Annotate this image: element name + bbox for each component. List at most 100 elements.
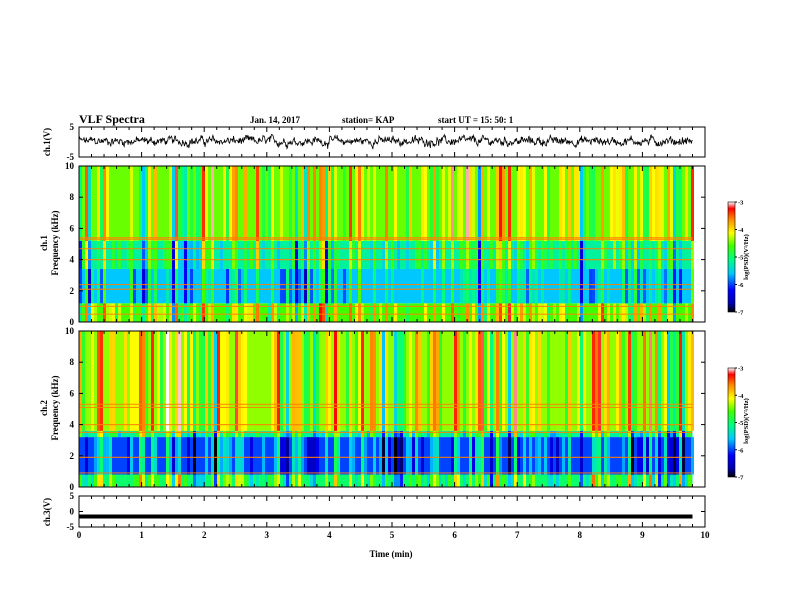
ch2-spec-cell	[643, 474, 646, 487]
ch2-spec-cell	[337, 437, 340, 475]
ch1-spec-ylabel: Frequency (kHz)	[50, 210, 60, 275]
ch2-spec-cell	[190, 331, 193, 431]
ch1-spec-cell	[175, 303, 178, 322]
ch2-spec-cell	[475, 437, 478, 475]
ch2-spec-cell	[229, 474, 232, 487]
ch2-spec-cell	[223, 474, 226, 487]
ch2-spec-cell	[313, 331, 316, 431]
ch1-spec-cell	[187, 240, 190, 269]
ch1-spec-cell	[88, 303, 91, 322]
ch2-spec-cell	[82, 474, 85, 487]
ch2-spec-cell	[418, 331, 421, 431]
ch1-spec-cell	[79, 303, 82, 322]
ch2-spec-cell	[214, 474, 217, 487]
ch1-spec-cell	[532, 303, 535, 322]
ch2-spec-cell	[508, 474, 511, 487]
ch2-spec-cell	[472, 437, 475, 475]
ch1-spec-cell	[100, 166, 103, 241]
ch1-spec-cell	[592, 268, 595, 304]
ch2-spec-cell	[166, 474, 169, 487]
ch1-spec-cell	[523, 303, 526, 322]
ch1-spec-cell	[529, 166, 532, 241]
ch2-spec-cell	[514, 430, 517, 438]
ch2-spec-cell	[595, 331, 598, 431]
ch2-spec-cell	[256, 474, 259, 487]
ch1-spec-cell	[517, 166, 520, 241]
ch2-spec-cell	[229, 437, 232, 475]
ch1-spec-cell	[370, 240, 373, 269]
ch2-spec-cell	[409, 437, 412, 475]
ch2-spec-cell	[187, 430, 190, 438]
ch2-spec-cell	[325, 331, 328, 431]
x-axis-label: Time (min)	[369, 549, 412, 559]
ch2-spec-cell	[169, 331, 172, 431]
ch1-spec-cell	[517, 240, 520, 269]
ch1-spec-cell	[229, 268, 232, 304]
ch2-spec-cell	[274, 474, 277, 487]
ch2-spec-cell	[286, 331, 289, 431]
ch2-spec-cell	[619, 474, 622, 487]
ch1-spec-cell	[178, 240, 181, 269]
ch1-spec-cell	[502, 166, 505, 241]
ch2-spec-cell	[592, 430, 595, 438]
ch2-spec-cell	[478, 437, 481, 475]
ch2-spec-cell	[580, 331, 583, 431]
ch2-spec-cell	[628, 474, 631, 487]
ch1-spec-cell	[196, 240, 199, 269]
ch2-spec-cell	[337, 331, 340, 431]
ch1-spec-cell	[370, 303, 373, 322]
ch1-spec-cell	[133, 303, 136, 322]
ch2-spec-cell	[214, 331, 217, 431]
ch1-spec-cell	[88, 240, 91, 269]
ch1-spec-cell	[661, 166, 664, 241]
ch2-spec-cell	[547, 474, 550, 487]
ch2-spec-cell	[226, 474, 229, 487]
ch1-spec-cell	[466, 303, 469, 322]
ch1-spec-cell	[529, 303, 532, 322]
ch1-spec-cell	[634, 166, 637, 241]
ch2-spec-cell	[361, 331, 364, 431]
ch1-spec-cell	[226, 303, 229, 322]
ch1-spec-cell	[184, 240, 187, 269]
ch1-spec-cell	[103, 166, 106, 241]
ch2-spec-cell	[79, 331, 82, 431]
ch1-spec-cell	[91, 303, 94, 322]
ch3-y-tick-label: -5	[67, 522, 75, 532]
ch1-spec-cell	[148, 303, 151, 322]
ch2-spec-cell	[394, 430, 397, 438]
ch2-spec-cell	[127, 437, 130, 475]
ch2-spec-y-tick-label: 8	[70, 357, 75, 367]
ch1-spec-cell	[325, 268, 328, 304]
ch1-spec-cell	[373, 166, 376, 241]
ch2-spec-cell	[214, 430, 217, 438]
ch2-spec-cell	[349, 331, 352, 431]
ch1-spec-cell	[526, 240, 529, 269]
ch1-spec-cell	[601, 303, 604, 322]
ch2-spec-cell	[457, 437, 460, 475]
ch1-spec-cell	[628, 268, 631, 304]
ch1-spec-cell	[304, 268, 307, 304]
ch2-spec-cell	[469, 430, 472, 438]
ch1-spec-cell	[601, 268, 604, 304]
ch1-spec-cell	[433, 240, 436, 269]
ch1-spec-colorbar	[727, 201, 736, 313]
ch2-spec-cell	[679, 437, 682, 475]
ch1-spec-cell	[424, 303, 427, 322]
ch1-spec-cell	[349, 166, 352, 241]
ch2-spec-cell	[94, 474, 97, 487]
ch2-spec-cell	[238, 430, 241, 438]
ch1-spec-cell	[508, 240, 511, 269]
ch1-spec-cell	[499, 268, 502, 304]
ch2-spec-cell	[382, 474, 385, 487]
ch2-spec-cell	[670, 437, 673, 475]
ch2-spec-cell	[484, 474, 487, 487]
ch1-spec-cell	[544, 240, 547, 269]
ch2-spec-cell	[412, 437, 415, 475]
ch1-spec-cell	[613, 240, 616, 269]
ch1-spec-cell	[676, 166, 679, 241]
ch2-spec-cell	[211, 331, 214, 431]
ch2-spec-cell	[235, 437, 238, 475]
ch2-spec-cell	[301, 430, 304, 438]
ch2-spec-cell	[439, 474, 442, 487]
